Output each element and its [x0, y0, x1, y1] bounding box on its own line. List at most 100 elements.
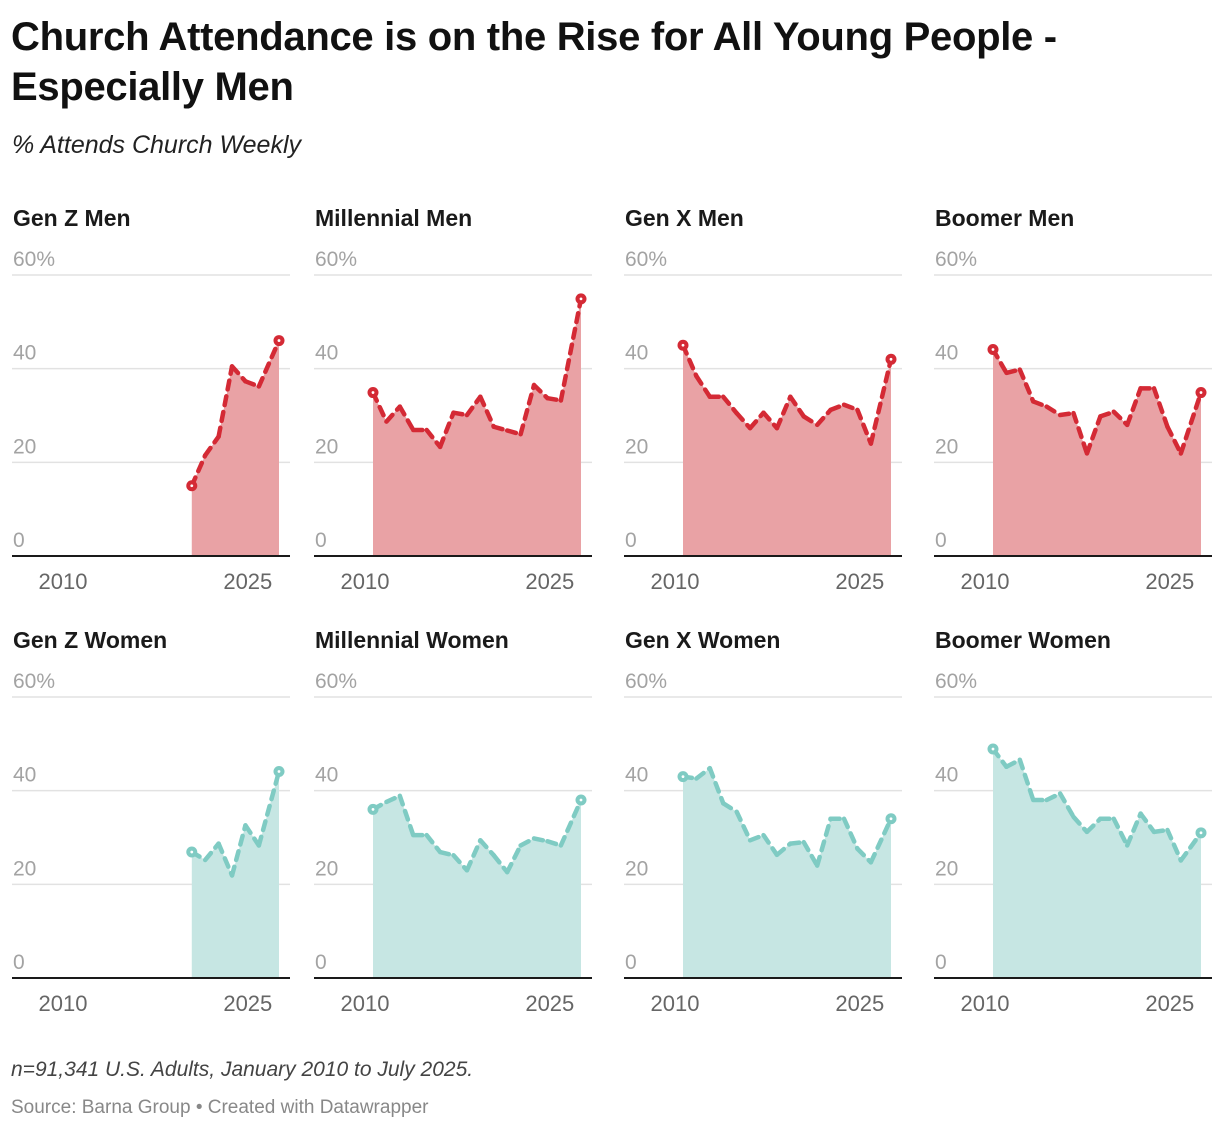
line-segment — [1138, 811, 1157, 835]
panel-chart: 0 20 40 60% 2010 2025 — [624, 670, 902, 1016]
x-tick-label: 2025 — [835, 991, 884, 1016]
endpoint-marker-center — [991, 348, 995, 351]
line-segment — [774, 394, 793, 431]
area-fill — [373, 795, 581, 978]
line-segment — [814, 816, 833, 868]
panel-title: Boomer Women — [935, 627, 1111, 653]
line-segment — [1044, 791, 1063, 803]
line-segment — [841, 816, 860, 851]
endpoint-marker-center — [889, 817, 893, 821]
line-segment — [384, 404, 403, 424]
panel-title: Millennial Women — [315, 627, 509, 653]
chart-notes: n=91,341 U.S. Adults, January 2010 to Ju… — [11, 1058, 474, 1081]
line-segment — [202, 841, 221, 863]
chart-subtitle: % Attends Church Weekly — [12, 131, 302, 159]
panel-title: Boomer Men — [935, 205, 1075, 231]
area-fill — [683, 768, 891, 978]
area-fill — [993, 749, 1201, 978]
line-segment — [397, 793, 416, 838]
y-tick-label: 40 — [315, 764, 338, 787]
line-segment — [189, 453, 208, 488]
x-tick-label: 2025 — [835, 569, 884, 594]
line-segment — [1124, 811, 1143, 848]
y-tick-label: 40 — [13, 764, 36, 787]
line-segment — [464, 394, 483, 418]
line-segment — [1057, 410, 1076, 418]
line-segment — [734, 410, 753, 431]
y-tick-label: 40 — [935, 342, 958, 365]
endpoint-marker-center — [579, 798, 583, 802]
y-tick-label: 0 — [625, 951, 637, 974]
y-tick-label: 20 — [13, 435, 36, 458]
x-tick-label: 2010 — [651, 569, 700, 594]
x-tick-label: 2025 — [223, 569, 272, 594]
line-segment — [478, 838, 497, 858]
y-tick-label: 20 — [935, 435, 958, 458]
line-segment — [1084, 816, 1103, 835]
line-segment — [694, 373, 713, 400]
y-tick-label: 20 — [625, 857, 648, 880]
y-tick-label: 60% — [935, 670, 977, 693]
y-tick-label: 20 — [13, 857, 36, 880]
line-segment — [680, 343, 699, 379]
x-tick-label: 2025 — [525, 569, 574, 594]
line-segment — [721, 801, 739, 814]
y-tick-label: 20 — [625, 435, 648, 458]
y-tick-label: 60% — [315, 670, 357, 693]
panel-chart: 0 20 40 60% 2010 2025 — [934, 670, 1212, 1016]
y-tick-label: 20 — [935, 857, 958, 880]
y-tick-label: 0 — [13, 951, 25, 974]
line-segment — [451, 410, 470, 418]
line-segment — [1151, 827, 1170, 835]
chart-title: Church Attendance is on the Rise for All… — [11, 15, 1057, 109]
line-segment — [747, 832, 766, 843]
y-tick-label: 40 — [625, 764, 648, 787]
x-tick-label: 2010 — [341, 991, 390, 1016]
endpoint-marker-center — [889, 357, 893, 361]
line-segment — [504, 843, 523, 875]
line-segment — [694, 765, 713, 781]
panel-chart: 0 20 40 60% 2010 2025 — [624, 248, 902, 594]
line-segment — [707, 765, 726, 806]
panel-boomer-men: Boomer Men 0 20 40 60% 2010 2025 — [934, 205, 1214, 605]
line-segment — [1165, 424, 1184, 456]
y-tick-label: 40 — [315, 342, 338, 365]
y-tick-label: 0 — [315, 529, 327, 552]
line-segment — [721, 394, 739, 416]
y-tick-label: 0 — [13, 529, 25, 552]
panel-gen-x-women: Gen X Women 0 20 40 60% 2010 2025 — [624, 627, 904, 1027]
line-segment — [491, 424, 510, 433]
line-segment — [202, 434, 221, 458]
line-segment — [558, 296, 584, 403]
line-segment — [531, 836, 550, 844]
line-segment — [774, 841, 793, 858]
line-segment — [451, 853, 470, 873]
line-segment — [868, 816, 894, 865]
line-segment — [518, 382, 537, 437]
endpoint-marker-center — [579, 297, 583, 301]
y-tick-label: 60% — [935, 248, 977, 271]
line-segment — [788, 394, 807, 419]
line-segment — [545, 395, 564, 403]
y-tick-label: 60% — [625, 248, 667, 271]
line-segment — [397, 404, 416, 433]
line-segment — [545, 838, 564, 848]
line-segment — [478, 394, 497, 429]
y-tick-label: 60% — [315, 248, 357, 271]
line-segment — [1071, 410, 1090, 456]
panel-chart: 0 20 40 60% 2010 2025 — [12, 248, 290, 594]
line-segment — [801, 839, 820, 868]
line-segment — [243, 379, 262, 389]
y-tick-label: 0 — [935, 951, 947, 974]
panel-gen-z-men: Gen Z Men 0 20 40 60% 2010 2025 — [12, 205, 292, 605]
line-segment — [1151, 386, 1170, 429]
panel-title: Millennial Men — [315, 205, 473, 231]
y-tick-label: 60% — [625, 670, 667, 693]
line-segment — [801, 414, 820, 428]
line-segment — [256, 338, 282, 389]
line-segment — [841, 402, 860, 413]
line-segment — [855, 846, 874, 865]
line-segment — [424, 832, 443, 855]
y-tick-label: 0 — [935, 529, 947, 552]
line-segment — [1165, 827, 1184, 863]
